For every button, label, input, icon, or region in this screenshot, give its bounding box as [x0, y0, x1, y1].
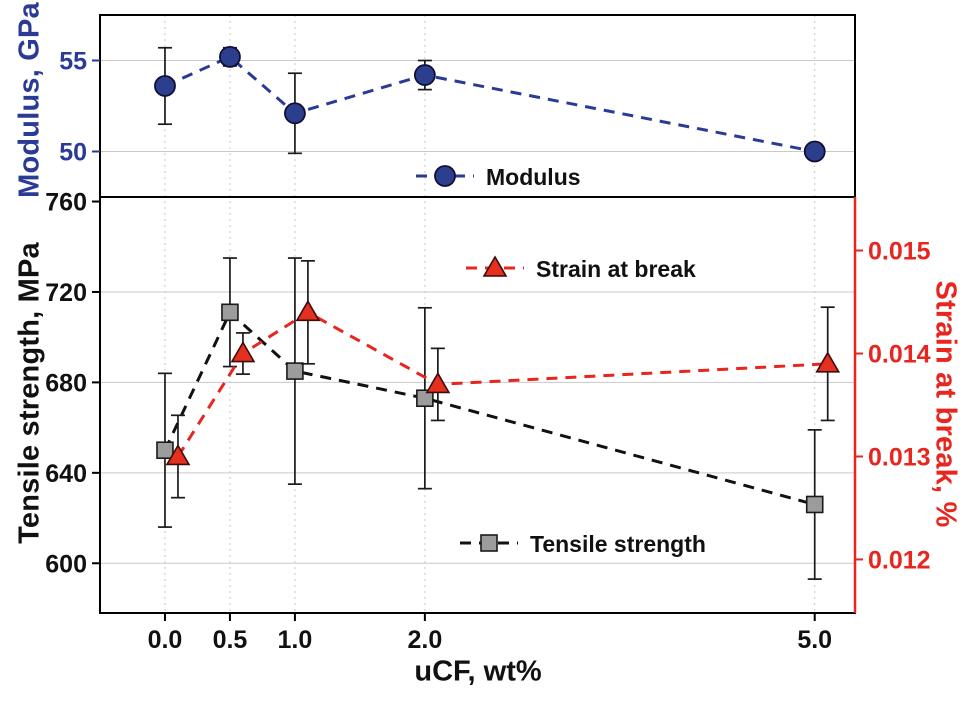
- y-tick-label-tensile: 720: [45, 279, 87, 307]
- x-tick-label: 0.0: [148, 626, 183, 654]
- strain-at-break-series-marker: [165, 443, 191, 466]
- legend-strain-at-break-marker: [482, 255, 508, 277]
- y-tick-label-strain: 0.013: [868, 443, 931, 471]
- strain-at-break-series-marker: [425, 371, 451, 394]
- y-axis-title-tensile-strength: Tensile strength, MPa: [13, 242, 46, 544]
- modulus-series-marker: [284, 102, 306, 125]
- legend-modulus: [416, 165, 474, 187]
- strain-at-break-series-marker: [295, 299, 321, 322]
- modulus-series-line: [164, 55, 816, 153]
- gridlines: [100, 15, 855, 613]
- tensile-strength-series-marker: [416, 389, 434, 408]
- y-tick-label-tensile: 600: [45, 550, 87, 578]
- top-panel-frame: [99, 14, 856, 198]
- tensile-strength-series: [156, 257, 824, 580]
- y-tick-label-tensile: 680: [45, 369, 87, 397]
- modulus-series-marker: [413, 64, 436, 86]
- y-tick-label-modulus: 55: [59, 48, 87, 76]
- y-tick-label-tensile: 640: [45, 460, 87, 488]
- y-axis-title-modulus: Modulus, GPa: [13, 2, 46, 198]
- x-tick-label: 1.0: [278, 626, 313, 654]
- tensile-strength-series-marker: [156, 441, 174, 460]
- tensile-strength-series-marker: [286, 362, 304, 380]
- tensile-strength-series-line: [163, 309, 816, 506]
- strain-at-break-series-line: [176, 310, 828, 458]
- tensile-strength-series-marker: [805, 495, 824, 514]
- x-axis-title: uCF, wt%: [414, 655, 542, 688]
- legend-tensile-strength-label: Tensile strength: [530, 531, 706, 557]
- legend-modulus-label: Modulus: [486, 164, 581, 190]
- strain-at-break-series: [165, 259, 841, 499]
- modulus-series-marker: [803, 140, 826, 163]
- y-tick-label-strain: 0.014: [868, 341, 931, 369]
- strain-at-break-series-marker: [230, 340, 256, 363]
- y-tick-label-modulus: 50: [59, 139, 87, 167]
- tensile-strength-series-marker: [221, 303, 239, 322]
- modulus-series-marker: [154, 75, 176, 97]
- strain-at-break-series-marker: [815, 351, 841, 373]
- legend-strain-at-break: [466, 255, 524, 277]
- legend-strain-at-break-label: Strain at break: [536, 256, 696, 282]
- y-tick-label-strain: 0.015: [868, 238, 931, 266]
- legend-tensile-strength: [460, 534, 518, 552]
- y-tick-label-tensile: 760: [45, 189, 87, 217]
- modulus-series: [154, 45, 826, 163]
- modulus-series-marker: [219, 45, 241, 68]
- y-tick-label-strain: 0.012: [868, 546, 931, 574]
- legend-modulus-marker: [434, 165, 456, 187]
- x-tick-label: 5.0: [797, 626, 832, 654]
- x-tick-label: 2.0: [407, 626, 442, 654]
- bottom-panel-frame: [99, 196, 856, 614]
- x-tick-label: 0.5: [213, 626, 248, 654]
- y-axis-title-strain-at-break: Strain at break, %: [929, 280, 962, 528]
- legend-tensile-strength-marker: [480, 534, 498, 552]
